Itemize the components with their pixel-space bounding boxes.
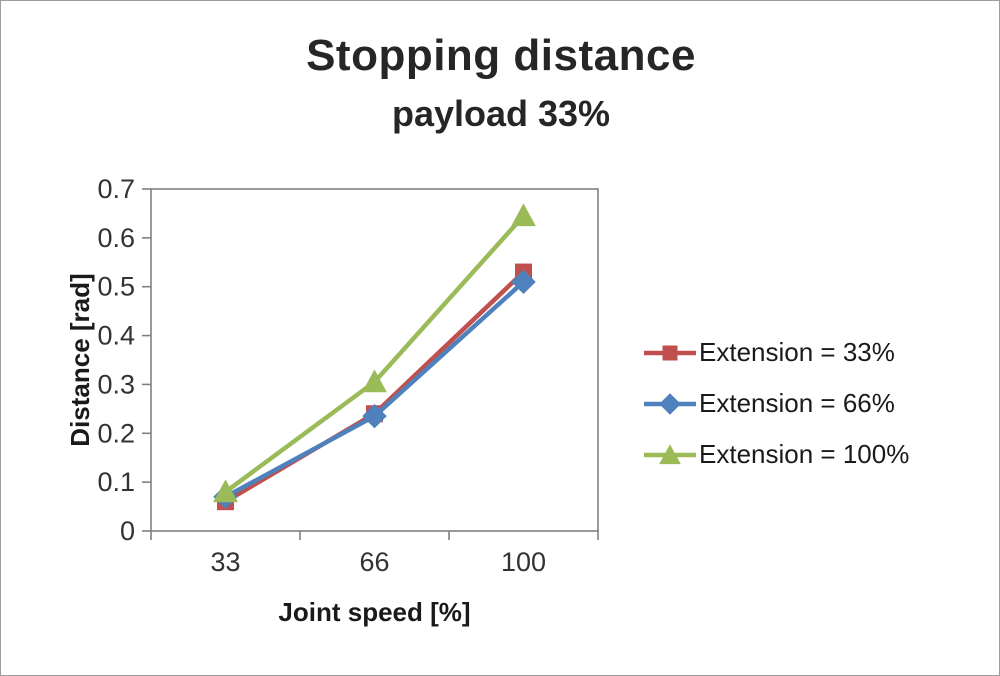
y-tick-label: 0.5	[97, 272, 135, 302]
diamond-marker-icon	[511, 269, 536, 295]
y-tick-label: 0.4	[97, 321, 135, 351]
triangle-marker-icon	[362, 369, 387, 393]
y-tick-label: 0.1	[97, 467, 135, 497]
x-tick-label: 66	[359, 547, 389, 577]
legend-key-icon	[644, 443, 696, 464]
legend-key-icon	[644, 392, 696, 415]
x-tick-label: 33	[210, 547, 240, 577]
series-3	[213, 203, 536, 503]
legend-key-icon	[644, 345, 696, 360]
y-tick-label: 0.2	[97, 418, 135, 448]
triangle-marker-icon	[213, 479, 238, 503]
square-marker-icon	[662, 345, 678, 360]
legend-item: Extension = 33%	[643, 337, 909, 368]
y-tick-label: 0	[120, 516, 135, 546]
y-tick-label: 0.6	[97, 223, 135, 253]
legend-label: Extension = 100%	[699, 439, 910, 469]
legend: Extension = 33% Extension = 66% Extension …	[643, 337, 909, 470]
series-line	[223, 213, 526, 495]
chart-subtitle: payload 33%	[391, 93, 611, 134]
triangle-marker-icon	[511, 203, 536, 227]
legend-label: Extension = 33%	[699, 337, 895, 367]
y-tick-label: 0.7	[97, 174, 135, 204]
legend-label: Extension = 66%	[699, 388, 895, 418]
diamond-marker-icon	[362, 403, 387, 429]
y-tick-label: 0.3	[97, 369, 135, 399]
legend-item: Extension = 66%	[643, 388, 909, 419]
diamond-marker-icon	[659, 392, 681, 415]
x-axis-title: Joint speed [%]	[278, 597, 470, 627]
plot-border	[150, 188, 599, 532]
y-axis-title: Distance [rad]	[65, 273, 95, 446]
triangle-marker-icon	[659, 443, 681, 464]
x-tick-label: 100	[501, 547, 546, 577]
legend-item: Extension = 100%	[643, 439, 909, 470]
chart-title: Stopping distance	[306, 31, 696, 80]
